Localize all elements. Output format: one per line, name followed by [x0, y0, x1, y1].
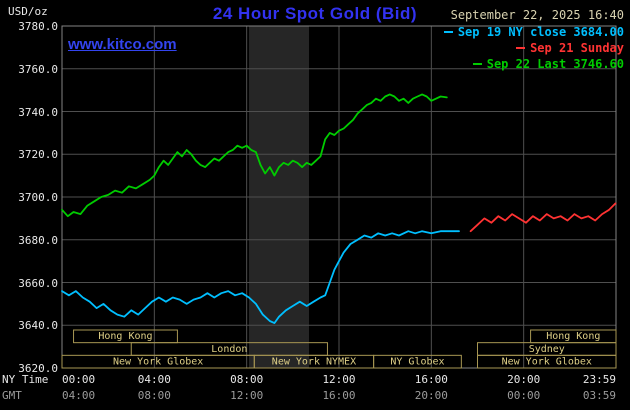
x-tick-label: 12:00	[230, 389, 264, 402]
y-tick-label: 3700.0	[18, 191, 58, 204]
y-tick-label: 3780.0	[18, 20, 58, 33]
y-tick-label: 3760.0	[18, 62, 58, 76]
legend-label: Sep 21 Sunday	[530, 41, 624, 55]
legend-item: Sep 21 Sunday	[516, 41, 624, 55]
session-label: NY Globex	[390, 357, 444, 368]
y-tick-label: 3740.0	[18, 105, 58, 119]
session-label: New York Globex	[113, 357, 203, 368]
price-line-1	[469, 202, 617, 233]
kitco-watermark-link[interactable]: www.kitco.com	[68, 36, 177, 53]
session-label: New York Globex	[502, 357, 592, 368]
price-line-0	[61, 230, 460, 325]
x-tick-label: 12:00	[322, 373, 356, 386]
y-tick-label: 3680.0	[18, 233, 58, 247]
session-box	[477, 354, 617, 369]
legend-marker-dash-icon	[443, 31, 453, 33]
legend-item: Sep 19 NY close 3684.00	[443, 25, 624, 39]
y-tick-label: 3720.0	[18, 148, 58, 162]
legend-item: Sep 22 Last 3746.60	[472, 57, 624, 71]
session-box	[73, 329, 178, 344]
legend-label: Sep 19 NY close 3684.00	[457, 25, 624, 39]
chart-datetime: September 22, 2025 16:40	[450, 8, 624, 22]
x-tick-label: 04:00	[137, 373, 171, 386]
x-tick-label: 00:00	[62, 373, 96, 386]
x-axis-name-gmt: GMT	[2, 389, 22, 402]
session-label: New York NYMEX	[272, 357, 356, 368]
x-axis-name-ny-time: NY Time	[2, 373, 49, 386]
x-tick-label: 23:59	[582, 373, 616, 386]
x-tick-label: 20:00	[414, 389, 448, 402]
y-tick-label: 3660.0	[18, 276, 58, 290]
x-tick-label: 16:00	[322, 389, 356, 402]
session-label: Hong Kong	[546, 331, 600, 342]
y-tick-label: 3640.0	[18, 319, 58, 333]
x-tick-label: 08:00	[230, 373, 264, 386]
x-tick-label: 20:00	[507, 373, 541, 386]
x-tick-label: 16:00	[414, 373, 448, 386]
session-label: Hong Kong	[98, 331, 152, 342]
x-tick-label: 04:00	[62, 389, 96, 402]
legend-marker-dash-icon	[516, 47, 526, 49]
price-line-2	[61, 93, 448, 218]
x-tick-label: 08:00	[137, 389, 171, 402]
session-label: London	[211, 344, 247, 355]
x-tick-label: 03:59	[582, 389, 616, 402]
legend-label: Sep 22 Last 3746.60	[486, 57, 624, 71]
y-tick-label: 3620.0	[18, 362, 58, 375]
legend: Sep 19 NY close 3684.00 Sep 21 Sunday Sep …	[443, 25, 624, 71]
y-axis-unit-label: USD/oz	[8, 5, 48, 18]
session-box	[373, 354, 462, 369]
chart-title: 24 Hour Spot Gold (Bid)	[212, 4, 418, 23]
session-label: Sydney	[529, 344, 565, 355]
legend-marker-dash-icon	[472, 63, 482, 65]
x-tick-label: 00:00	[507, 389, 541, 402]
